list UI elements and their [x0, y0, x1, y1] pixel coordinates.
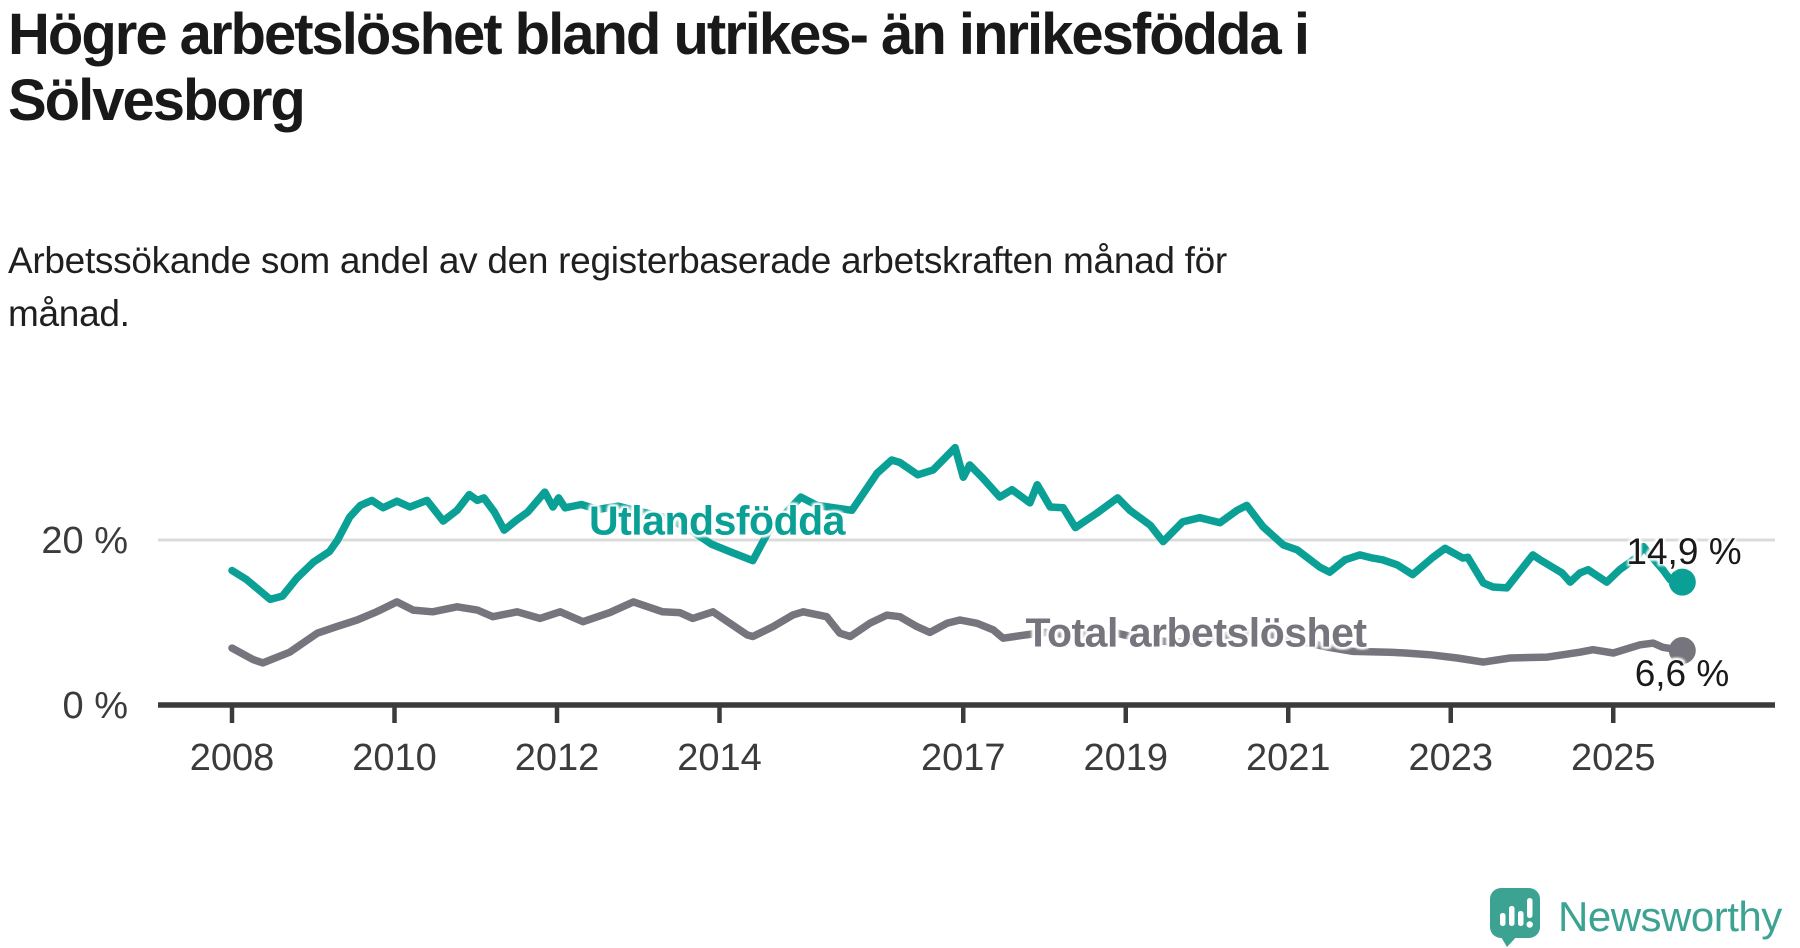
series-line-utlandsfodda [228, 443, 1687, 604]
x-tick-label-2014: 2014 [677, 737, 762, 779]
series-end-dot-total [1668, 637, 1696, 664]
series-layer [228, 443, 1696, 667]
series-end-dot-utlandsfodda [1668, 568, 1696, 596]
y-tick-label-0pct: 0 % [63, 685, 128, 727]
x-tick-label-2017: 2017 [921, 737, 1006, 779]
x-tick-label-2025: 2025 [1571, 737, 1656, 779]
chart-subtitle: Arbetssökande som andel av den registerb… [8, 240, 1227, 334]
x-tick-label-2012: 2012 [515, 737, 600, 779]
axis-layer: 2008 2010 2012 2014 2017 2019 2021 2023 2025 20 %… [41, 520, 1775, 779]
chart-speech-bubble-icon [1490, 888, 1540, 947]
x-tick-label-2023: 2023 [1408, 737, 1493, 779]
chart-title: Högre arbetslöshet bland utrikes- än inr… [8, 2, 1310, 133]
series-label-total-arbetsloshet: Total arbetslöshet [1025, 609, 1367, 656]
end-value-label-utlandsfodda: 14,9 % [1626, 531, 1742, 572]
end-value-label-total-arbetsloshet: 6,6 % [1634, 653, 1730, 694]
x-tick-label-2010: 2010 [352, 737, 437, 779]
x-tick-label-2019: 2019 [1083, 737, 1168, 779]
x-tick-label-2021: 2021 [1246, 737, 1331, 779]
x-tick-label-2008: 2008 [190, 737, 275, 779]
newsworthy-wordmark: Newsworthy [1558, 893, 1782, 940]
newsworthy-logo: Newsworthy [1490, 886, 1782, 948]
series-label-utlandsfodda: Utlandsfödda [589, 497, 845, 544]
series-line-total [228, 598, 1687, 667]
y-tick-label-20pct: 20 % [41, 520, 128, 562]
